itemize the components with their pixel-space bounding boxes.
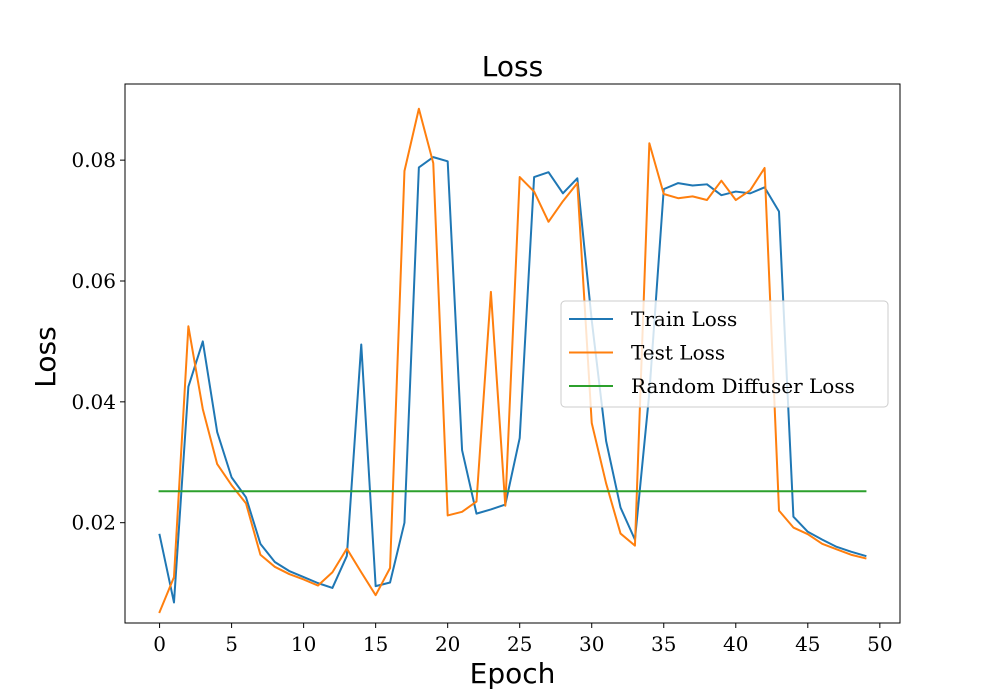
x-tick-label: 5: [225, 632, 238, 656]
y-tick-label: 0.04: [71, 390, 116, 414]
y-tick-label: 0.08: [71, 148, 116, 172]
series-line-test-loss: [158, 107, 867, 614]
x-tick-label: 25: [507, 632, 532, 656]
y-axis-label: Loss: [29, 326, 62, 387]
y-tick-label: 0.02: [71, 511, 116, 535]
x-tick-label: 45: [795, 632, 820, 656]
x-axis-ticks: 0 5 10 15 20 25 30 35 40 45 50: [153, 623, 893, 656]
x-tick-label: 0: [153, 632, 166, 656]
chart-title: Loss: [482, 50, 543, 83]
plot-frame: [124, 83, 901, 624]
x-tick-label: 35: [651, 632, 676, 656]
legend: Train Loss Test Loss Random Diffuser Loss: [560, 300, 889, 408]
legend-label-test-loss: Test Loss: [631, 341, 725, 365]
x-tick-label: 10: [291, 632, 316, 656]
legend-label-random-diffuser-loss: Random Diffuser Loss: [631, 374, 855, 398]
legend-frame: [560, 300, 889, 408]
x-tick-label: 20: [435, 632, 460, 656]
x-tick-label: 30: [579, 632, 604, 656]
x-tick-label: 15: [363, 632, 388, 656]
x-axis-label: Epoch: [470, 657, 556, 690]
x-tick-label: 50: [867, 632, 892, 656]
series-layer: [158, 107, 867, 614]
y-tick-label: 0.06: [71, 269, 116, 293]
x-tick-label: 40: [723, 632, 748, 656]
legend-label-train-loss: Train Loss: [631, 307, 737, 331]
y-axis-ticks: 0.02 0.04 0.06 0.08: [71, 148, 125, 535]
